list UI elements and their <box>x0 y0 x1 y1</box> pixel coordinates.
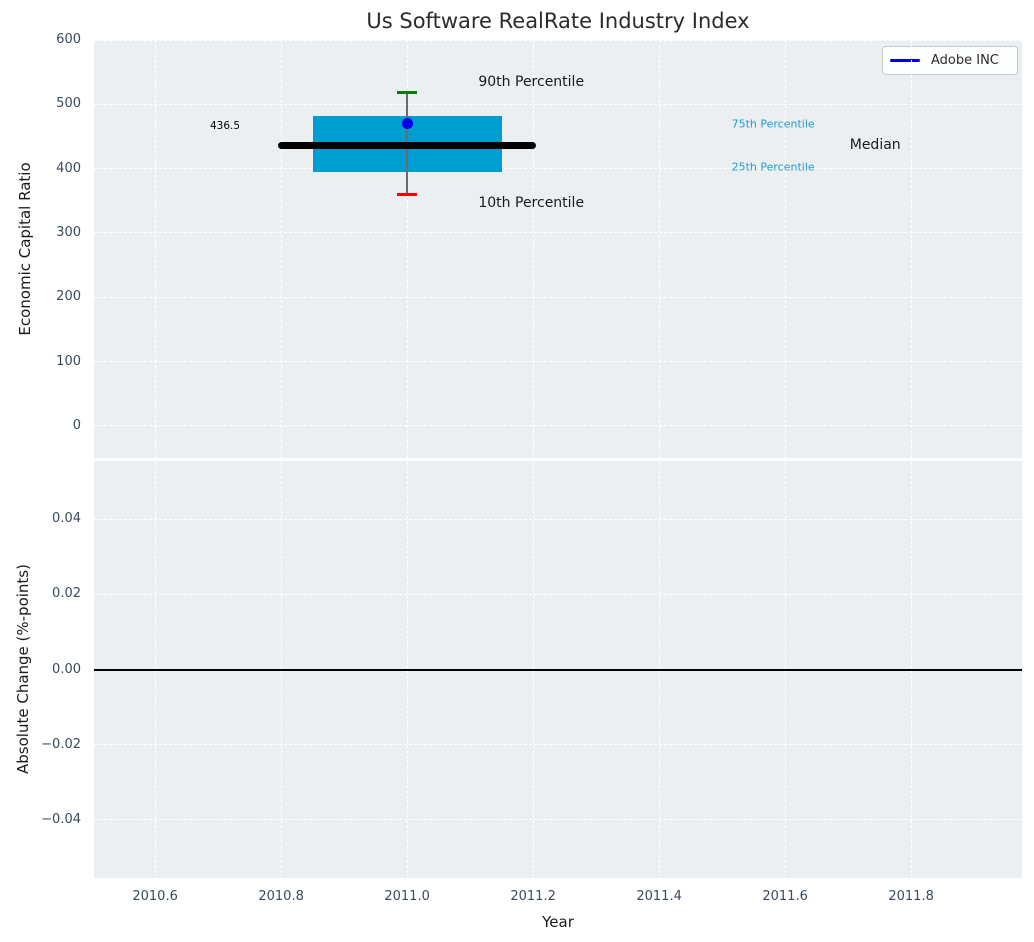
y-gridline <box>94 361 1022 362</box>
figure: Us Software RealRate Industry Index Econ… <box>0 0 1034 942</box>
p10-cap <box>397 193 417 196</box>
y-gridline <box>94 232 1022 233</box>
legend-label: Adobe INC <box>931 53 999 68</box>
axes-top <box>94 40 1022 458</box>
x-gridline <box>785 40 786 458</box>
x-gridline <box>533 40 534 458</box>
ytick-label: 0.02 <box>7 586 81 602</box>
legend-line-icon <box>890 59 920 62</box>
x-axis-label: Year <box>94 912 1022 932</box>
ytick-label: 0 <box>7 418 81 434</box>
annotation-median-label: Median <box>850 137 901 153</box>
ytick-label: 300 <box>7 225 81 241</box>
ytick-label: 500 <box>7 96 81 112</box>
annotation-p10-label: 10th Percentile <box>478 195 584 211</box>
y-gridline <box>94 519 1022 520</box>
xtick-label: 2011.8 <box>876 889 946 905</box>
y-gridline <box>94 819 1022 820</box>
ytick-label: 200 <box>7 289 81 305</box>
company-marker <box>402 118 413 129</box>
annotation-p25-label: 25th Percentile <box>732 161 815 174</box>
ytick-label: 400 <box>7 161 81 177</box>
xtick-label: 2011.0 <box>372 889 442 905</box>
ytick-label: 0.00 <box>7 662 81 678</box>
annotation-p75-label: 75th Percentile <box>732 117 815 130</box>
y-gridline <box>94 744 1022 745</box>
x-gridline <box>659 40 660 458</box>
y-gridline <box>94 168 1022 169</box>
ytick-label: −0.04 <box>7 812 81 828</box>
xtick-label: 2011.6 <box>750 889 820 905</box>
xtick-label: 2010.6 <box>120 889 190 905</box>
y-gridline <box>94 594 1022 595</box>
zero-change-line <box>94 669 1022 671</box>
ytick-label: −0.02 <box>7 737 81 753</box>
p90-cap <box>397 91 417 94</box>
y-gridline <box>94 297 1022 298</box>
chart-title: Us Software RealRate Industry Index <box>94 7 1022 35</box>
annotation-median-value-label: 436.5 <box>210 120 240 132</box>
ytick-label: 100 <box>7 354 81 370</box>
xtick-label: 2011.2 <box>498 889 568 905</box>
median-line <box>278 142 536 149</box>
ytick-label: 0.04 <box>7 511 81 527</box>
x-gridline <box>155 40 156 458</box>
y-gridline <box>94 40 1022 41</box>
y-gridline <box>94 104 1022 105</box>
x-gridline <box>281 40 282 458</box>
xtick-label: 2011.4 <box>624 889 694 905</box>
y-gridline <box>94 425 1022 426</box>
y-axis-label-top: Economic Capital Ratio <box>16 162 34 335</box>
legend: Adobe INC <box>882 46 1018 75</box>
x-gridline <box>911 40 912 458</box>
ytick-label: 600 <box>7 32 81 48</box>
xtick-label: 2010.8 <box>246 889 316 905</box>
annotation-p90-label: 90th Percentile <box>478 74 584 90</box>
